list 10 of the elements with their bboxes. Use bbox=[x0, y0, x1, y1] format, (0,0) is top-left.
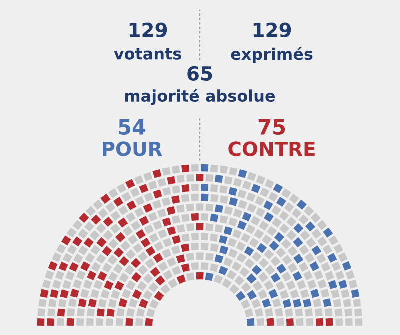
data-label: 75 bbox=[258, 120, 286, 136]
category-label: POUR bbox=[103, 142, 162, 156]
text: 129 bbox=[254, 22, 292, 38]
data-label: 54 bbox=[119, 120, 146, 136]
text: votants bbox=[114, 48, 182, 60]
text: 129 bbox=[130, 22, 168, 38]
text: majorité absolue bbox=[126, 89, 276, 106]
category-label: CONTRE bbox=[228, 142, 315, 156]
text: 65 bbox=[188, 66, 212, 82]
text: exprimés bbox=[231, 47, 313, 64]
